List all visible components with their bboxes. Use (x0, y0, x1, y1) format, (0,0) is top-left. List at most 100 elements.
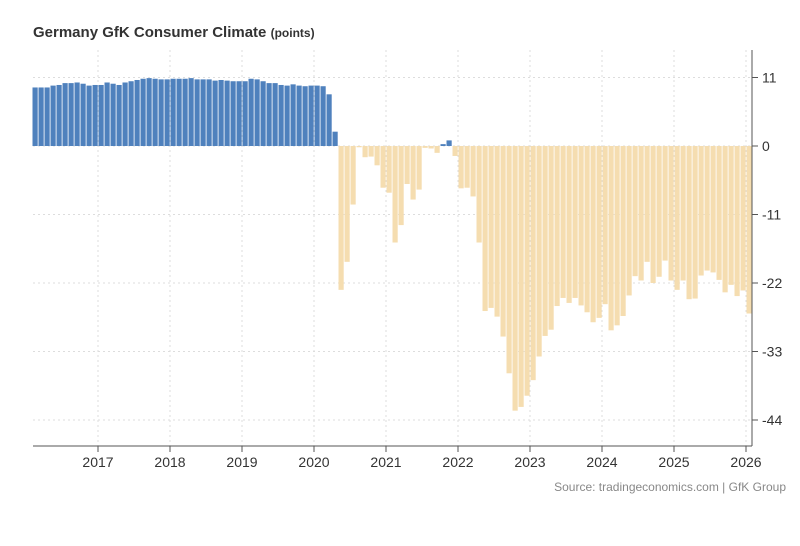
bar (374, 146, 380, 166)
bar (398, 146, 404, 226)
bar (680, 146, 686, 281)
bar (458, 146, 464, 189)
bar (746, 146, 752, 314)
bar (734, 146, 740, 297)
bar (188, 78, 194, 146)
bar (56, 84, 62, 146)
x-tick-label: 2018 (154, 454, 185, 470)
bar (626, 146, 632, 296)
x-tick-label: 2020 (298, 454, 329, 470)
bar (350, 146, 356, 205)
bar (272, 83, 278, 146)
bar (416, 146, 422, 190)
bar (674, 146, 680, 290)
y-tick-label: 11 (762, 70, 777, 86)
bar (92, 84, 98, 146)
bar (698, 146, 704, 276)
bar (440, 144, 446, 146)
bar (98, 84, 104, 146)
bar (506, 146, 512, 374)
bar (308, 85, 314, 146)
bar (326, 94, 332, 146)
bar (554, 146, 560, 307)
bar (134, 79, 140, 146)
bar (470, 146, 476, 197)
bar (224, 80, 230, 146)
bar (536, 146, 542, 357)
bar (512, 146, 518, 411)
bar (740, 146, 746, 291)
bar (182, 78, 188, 146)
bar (194, 79, 200, 146)
bar (116, 84, 122, 146)
bar (200, 79, 206, 146)
bar (218, 79, 224, 146)
bar (50, 85, 56, 146)
bar (602, 146, 608, 305)
bar (338, 146, 344, 290)
bar (728, 146, 734, 285)
x-tick-label: 2024 (586, 454, 617, 470)
bar (164, 79, 170, 146)
bar (290, 84, 296, 146)
bar (632, 146, 638, 277)
bar (86, 85, 92, 146)
bar (302, 86, 308, 146)
bar (566, 146, 572, 303)
bar (572, 146, 578, 298)
y-tick-label: -11 (762, 207, 781, 223)
bar (584, 146, 590, 313)
bar (722, 146, 728, 293)
bar (158, 79, 164, 146)
bar (650, 146, 656, 283)
source-note: Source: tradingeconomics.com | GfK Group (554, 480, 786, 494)
y-tick-label: -44 (762, 412, 782, 428)
bar (362, 146, 368, 158)
bar (128, 81, 134, 146)
bar (230, 81, 236, 146)
title-text: Germany GfK Consumer Climate (33, 24, 267, 41)
bar (254, 79, 260, 146)
bar (146, 78, 152, 146)
bar (44, 87, 50, 146)
bar (518, 146, 524, 407)
bar (578, 146, 584, 306)
bar (68, 83, 74, 146)
bar (542, 146, 548, 336)
bar (206, 79, 212, 146)
bar (242, 81, 248, 146)
x-tick-label: 2023 (514, 454, 545, 470)
bar (266, 83, 272, 146)
bar (152, 78, 158, 146)
bar (356, 146, 362, 148)
bar (32, 87, 38, 146)
bar (74, 82, 80, 146)
y-tick-label: 0 (762, 138, 770, 154)
bar (104, 82, 110, 146)
bar (392, 146, 398, 243)
bar (716, 146, 722, 280)
bar (434, 146, 440, 153)
x-tick-label: 2017 (82, 454, 113, 470)
bar (320, 86, 326, 146)
x-tick-label: 2026 (730, 454, 761, 470)
bar (476, 146, 482, 243)
bar (464, 146, 470, 188)
bar (80, 83, 86, 146)
y-tick-label: -33 (762, 344, 782, 360)
bar (404, 146, 410, 184)
bar (410, 146, 416, 200)
bar (422, 146, 428, 148)
chart-title: Germany GfK Consumer Climate (points) (33, 24, 315, 41)
bar (668, 146, 674, 281)
bar (140, 78, 146, 146)
bar (500, 146, 506, 337)
bar (710, 146, 716, 273)
bar (380, 146, 386, 188)
x-tick-label: 2022 (442, 454, 473, 470)
x-tick-label: 2025 (658, 454, 689, 470)
bar (368, 146, 374, 157)
bar (560, 146, 566, 298)
bar (62, 83, 68, 146)
